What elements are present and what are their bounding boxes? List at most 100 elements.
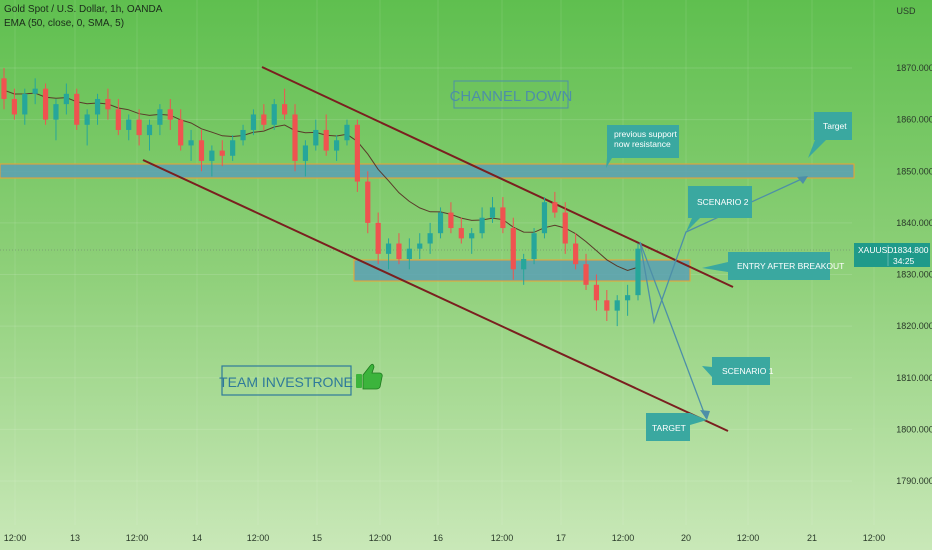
candle-bullish[interactable]	[53, 104, 59, 120]
candle-bullish[interactable]	[313, 129, 319, 146]
candle-bullish[interactable]	[469, 233, 475, 239]
y-tick-label: 1790.000	[896, 476, 932, 486]
candle-bullish[interactable]	[146, 124, 153, 136]
candle-bullish[interactable]	[333, 140, 340, 151]
candle-bearish[interactable]	[115, 109, 121, 130]
brand-label: TEAM INVESTRONE	[219, 374, 353, 390]
scenario2-label: SCENARIO 2	[697, 197, 749, 207]
candle-bullish[interactable]	[541, 202, 548, 234]
candle-bullish[interactable]	[344, 124, 350, 141]
y-tick-label: 1830.000	[896, 270, 932, 280]
candle-bullish[interactable]	[406, 248, 412, 260]
candle-bullish[interactable]	[230, 140, 236, 156]
candle-bearish[interactable]	[105, 98, 111, 110]
candle-bearish[interactable]	[562, 212, 568, 244]
y-tick-label: 1850.000	[896, 166, 932, 176]
candle-bullish[interactable]	[417, 243, 423, 249]
y-tick-label: 1820.000	[896, 321, 932, 331]
candle-bearish[interactable]	[292, 114, 298, 161]
candle-bearish[interactable]	[1, 78, 7, 99]
resistance-note-line1: previous support	[614, 129, 677, 139]
candle-bullish[interactable]	[63, 93, 69, 105]
candle-bearish[interactable]	[583, 264, 589, 285]
x-tick-label: 13	[70, 533, 80, 543]
candle-bearish[interactable]	[167, 109, 173, 120]
x-tick-label: 12:00	[491, 533, 514, 543]
candle-bearish[interactable]	[261, 114, 267, 125]
x-tick-label: 20	[681, 533, 691, 543]
candle-bullish[interactable]	[84, 114, 90, 125]
candle-bullish[interactable]	[635, 248, 641, 296]
candle-bearish[interactable]	[11, 98, 17, 115]
candle-bearish[interactable]	[354, 124, 360, 182]
candle-bearish[interactable]	[396, 243, 402, 260]
candle-bullish[interactable]	[209, 150, 215, 161]
x-tick-label: 12:00	[4, 533, 27, 543]
candle-bullish[interactable]	[188, 140, 194, 146]
candle-bullish[interactable]	[625, 295, 631, 301]
candle-bearish[interactable]	[136, 119, 142, 136]
candle-bullish[interactable]	[489, 207, 496, 218]
x-tick-label: 16	[433, 533, 443, 543]
callout-resistance	[606, 125, 679, 168]
indicator-legend: EMA (50, close, 0, SMA, 5)	[4, 18, 125, 29]
candle-bearish[interactable]	[198, 140, 205, 161]
candle-bullish[interactable]	[302, 145, 309, 161]
candle-bullish[interactable]	[250, 114, 257, 130]
resistance-zone	[0, 163, 855, 179]
currency-label: USD	[896, 6, 916, 16]
candle-bearish[interactable]	[323, 129, 329, 151]
candle-bullish[interactable]	[385, 243, 392, 254]
candle-bullish[interactable]	[94, 98, 101, 115]
candle-bullish[interactable]	[240, 129, 246, 141]
candle-bearish[interactable]	[552, 202, 558, 213]
x-tick-label: 12:00	[863, 533, 886, 543]
resistance-note-line2: now resistance	[614, 139, 671, 149]
candles	[1, 68, 641, 327]
candle-bearish[interactable]	[42, 88, 49, 120]
y-axis: 1870.000 1860.000 1850.000 1840.000 1830.000…	[896, 63, 932, 486]
x-tick-label: 21	[807, 533, 817, 543]
x-tick-label: 12:00	[612, 533, 635, 543]
scenario1-label: SCENARIO 1	[722, 366, 774, 376]
candle-bullish[interactable]	[32, 88, 38, 94]
x-tick-label: 17	[556, 533, 566, 543]
x-tick-label: 12:00	[369, 533, 392, 543]
x-tick-label: 14	[192, 533, 202, 543]
callout-target-top	[808, 112, 852, 158]
candle-bullish[interactable]	[521, 259, 527, 270]
candle-bearish[interactable]	[604, 300, 610, 311]
candle-bearish[interactable]	[458, 228, 464, 239]
candle-bearish[interactable]	[74, 93, 80, 125]
callout-scenario1	[702, 357, 770, 385]
candle-bearish[interactable]	[178, 119, 184, 146]
thumbs-up-icon	[356, 363, 383, 390]
candle-bearish[interactable]	[375, 222, 381, 254]
candle-bullish[interactable]	[157, 109, 163, 125]
candle-bearish[interactable]	[593, 284, 600, 301]
x-tick-label: 15	[312, 533, 322, 543]
candle-bullish[interactable]	[437, 212, 444, 234]
candle-bearish[interactable]	[365, 181, 371, 223]
target-bottom-label: TARGET	[652, 423, 686, 433]
candle-bearish[interactable]	[510, 228, 516, 270]
chart-title: Gold Spot / U.S. Dollar, 1h, OANDA	[4, 4, 163, 15]
candle-bullish[interactable]	[479, 217, 485, 234]
candle-bullish[interactable]	[271, 104, 277, 125]
callout-target-bottom	[646, 413, 707, 441]
y-tick-label: 1800.000	[896, 424, 932, 434]
price-badge	[854, 243, 930, 267]
candle-bearish[interactable]	[282, 104, 288, 115]
candle-bullish[interactable]	[126, 119, 132, 130]
candle-bearish[interactable]	[500, 207, 506, 229]
candle-bullish[interactable]	[22, 93, 28, 115]
candle-bearish[interactable]	[573, 243, 579, 265]
candle-bullish[interactable]	[614, 300, 620, 311]
candle-bearish[interactable]	[448, 212, 454, 229]
x-tick-label: 12:00	[247, 533, 270, 543]
candle-bearish[interactable]	[219, 150, 225, 156]
candle-bullish[interactable]	[427, 233, 433, 244]
price-badge-countdown: 34:25	[893, 256, 915, 266]
candle-bullish[interactable]	[531, 233, 537, 260]
